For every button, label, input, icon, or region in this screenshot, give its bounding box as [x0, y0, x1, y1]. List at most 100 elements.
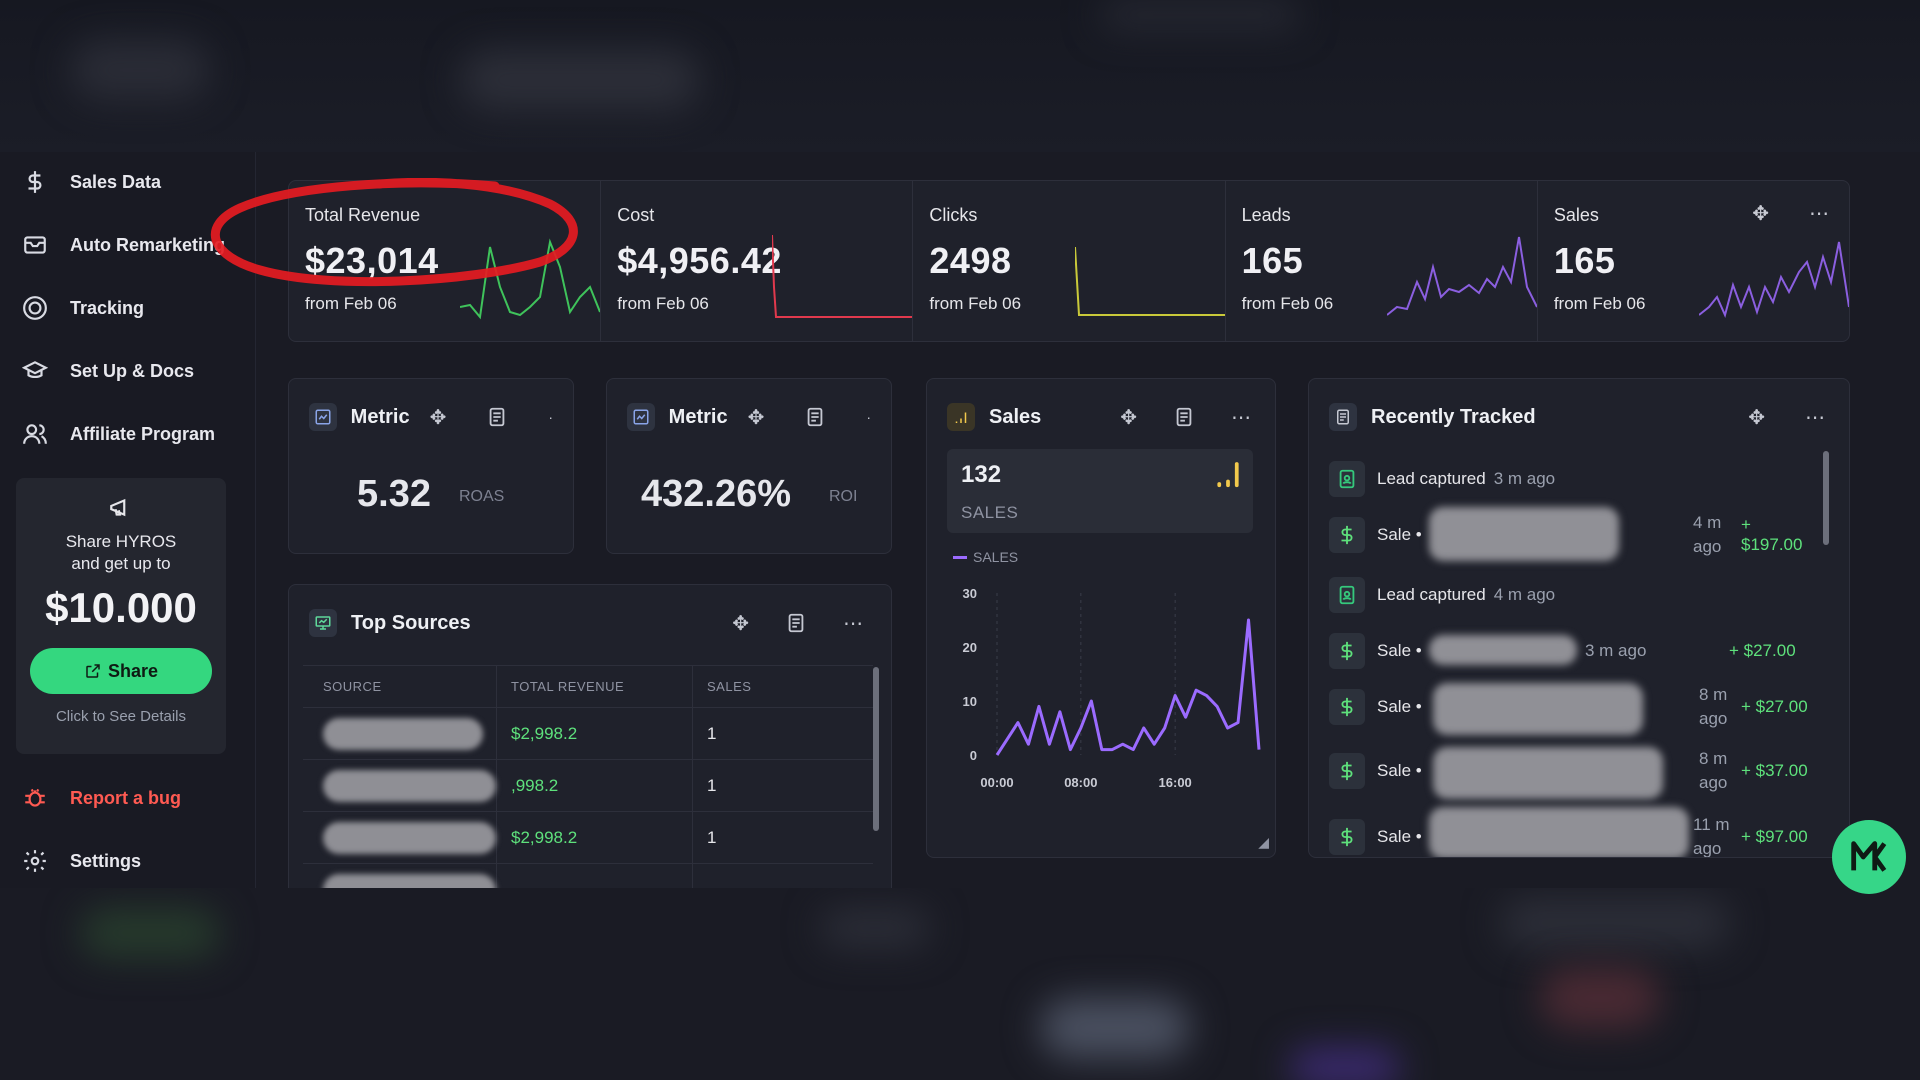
move-icon[interactable]: ✥ — [1748, 406, 1765, 429]
table-scrollbar[interactable] — [873, 667, 879, 831]
move-icon[interactable]: ✥ — [1752, 203, 1770, 225]
column-header-source[interactable]: SOURCE — [303, 666, 497, 707]
sidebar-item-auto-remarketing[interactable]: Auto Remarketing — [20, 225, 225, 265]
kpi-total-revenue[interactable]: Total Revenue $23,014 from Feb 06 — [289, 181, 602, 341]
more-options-icon[interactable]: · — [548, 409, 553, 425]
sidebar-item-sales-data[interactable]: Sales Data — [20, 162, 161, 202]
kpi-sales[interactable]: Sales 165 from Feb 06 ✥ ⋯ — [1538, 181, 1849, 341]
cell-sales: 1 — [707, 827, 717, 847]
column-header-sales[interactable]: SALES — [707, 679, 752, 694]
sidebar-item-settings[interactable]: Settings — [20, 841, 141, 881]
table-row[interactable] — [303, 864, 873, 888]
resize-handle-icon[interactable]: ◢ — [1258, 834, 1269, 850]
y-tick-label: 30 — [963, 586, 977, 601]
gear-icon — [20, 846, 50, 876]
tracked-item[interactable]: Sale • 3 m ago + $27.00 — [1329, 633, 1813, 669]
more-options-icon[interactable]: ⋯ — [843, 612, 863, 635]
top-sources-table: SOURCE TOTAL REVENUE SALES $2,998.2 1 ,9… — [303, 665, 873, 888]
sidebar-item-label: Report a bug — [70, 787, 181, 808]
kpi-cost[interactable]: Cost $4,956.42 from Feb 06 — [601, 181, 914, 341]
move-icon[interactable]: ✥ — [429, 406, 447, 429]
x-tick-label: 16:00 — [1159, 775, 1192, 790]
column-header-total-revenue[interactable]: TOTAL REVENUE — [497, 666, 693, 707]
table-row[interactable]: ,998.2 1 — [303, 760, 873, 812]
kpi-sub: from Feb 06 — [1241, 294, 1334, 313]
cell-sales: 1 — [707, 775, 717, 795]
notes-icon[interactable] — [785, 612, 807, 634]
kpi-sparkline — [1074, 246, 1225, 316]
tracked-item[interactable]: Sale • 4 m ago + $197.00 — [1329, 513, 1813, 556]
kpi-sparkline — [772, 234, 913, 318]
redacted-customer — [1429, 635, 1577, 665]
tracked-type: Sale • — [1377, 697, 1422, 716]
tracked-item[interactable]: Sale • 8 m ago + $27.00 — [1329, 685, 1813, 728]
tracked-time: 3 m ago — [1493, 469, 1556, 488]
more-options-icon[interactable]: · — [866, 409, 871, 425]
mail-icon — [20, 230, 50, 260]
tracked-time: 11 m ago — [1693, 815, 1730, 858]
sidebar-item-affiliate-program[interactable]: Affiliate Program — [20, 414, 215, 454]
table-header-row: SOURCE TOTAL REVENUE SALES — [303, 666, 873, 708]
sidebar-item-label: Affiliate Program — [70, 423, 216, 444]
cell-sales: 1 — [707, 723, 717, 743]
card-title: Top Sources — [351, 611, 471, 634]
tracked-item[interactable]: Sale • 8 m ago + $37.00 — [1329, 749, 1813, 792]
list-scrollbar[interactable] — [1823, 451, 1829, 545]
x-tick-label: 00:00 — [980, 775, 1013, 790]
redacted-source — [323, 873, 496, 888]
sidebar-item-setup-docs[interactable]: Set Up & Docs — [20, 351, 194, 391]
cell-revenue: ,998.2 — [497, 760, 693, 811]
kpi-value: 165 — [1553, 240, 1616, 281]
more-options-icon[interactable]: ⋯ — [1231, 406, 1251, 429]
tracked-amount: + $97.00 — [1741, 827, 1808, 846]
tracked-amount: + $27.00 — [1741, 697, 1808, 716]
kpi-clicks[interactable]: Clicks 2498 from Feb 06 — [913, 181, 1226, 341]
card-title: Metric — [350, 405, 410, 428]
top-sources-card: Top Sources ✥ ⋯ SOURCE TOTAL REVENUE SAL… — [288, 584, 892, 888]
lead-badge-icon — [1329, 577, 1365, 613]
sidebar-item-label: Auto Remarketing — [70, 234, 226, 255]
kpi-sub: from Feb 06 — [617, 294, 709, 313]
move-icon[interactable]: ✥ — [732, 612, 749, 635]
x-tick-label: 08:00 — [1064, 775, 1097, 790]
kpi-sparkline — [1699, 241, 1849, 318]
sidebar-item-tracking[interactable]: Tracking — [20, 288, 144, 328]
tracked-time: 3 m ago — [1585, 641, 1647, 660]
tracked-type: Sale • — [1377, 641, 1422, 660]
tracked-item[interactable]: Lead captured 3 m ago — [1329, 461, 1813, 497]
kpi-label: Sales — [1553, 205, 1599, 225]
tracked-time: 4 m ago — [1493, 585, 1556, 604]
kpi-leads[interactable]: Leads 165 from Feb 06 — [1226, 181, 1538, 341]
sidebar-item-report-bug[interactable]: Report a bug — [20, 778, 181, 818]
tracked-item[interactable]: Sale • 11 m ago + $97.00 — [1329, 815, 1813, 857]
tracked-amount: + $197.00 — [1741, 515, 1803, 554]
notes-icon[interactable] — [486, 406, 508, 428]
sidebar-item-label: Settings — [70, 850, 142, 871]
sidebar: Sales Data Auto Remarketing Tracking Set… — [0, 152, 256, 888]
y-tick-label: 0 — [970, 748, 977, 763]
bug-icon — [20, 783, 50, 813]
tracked-time: 8 m ago — [1699, 749, 1728, 792]
kpi-value: 2498 — [929, 240, 1012, 281]
more-options-icon[interactable]: ⋯ — [1809, 203, 1830, 225]
move-icon[interactable]: ✥ — [1120, 406, 1137, 429]
share-button[interactable]: Share — [30, 648, 212, 694]
table-row[interactable]: $2,998.2 1 — [303, 812, 873, 864]
hyros-logo-badge[interactable] — [1832, 820, 1906, 894]
kpi-sub: from Feb 06 — [929, 294, 1022, 313]
move-icon[interactable]: ✥ — [747, 406, 765, 429]
notes-icon[interactable] — [804, 406, 826, 428]
tracked-type: Sale • — [1377, 761, 1422, 780]
notes-icon[interactable] — [1173, 406, 1195, 428]
dollar-icon — [1329, 633, 1365, 669]
more-options-icon[interactable]: ⋯ — [1805, 406, 1825, 429]
tracked-amount: + $27.00 — [1729, 641, 1796, 660]
promo-details-link[interactable]: Click to See Details — [55, 708, 187, 725]
tracked-amount: + $37.00 — [1741, 761, 1808, 780]
sidebar-item-label: Tracking — [70, 297, 145, 318]
kpi-label: Leads — [1241, 205, 1291, 225]
tracked-item[interactable]: Lead captured 4 m ago — [1329, 577, 1813, 613]
redacted-customer — [1433, 683, 1643, 735]
redacted-source — [323, 769, 496, 802]
table-row[interactable]: $2,998.2 1 — [303, 708, 873, 760]
